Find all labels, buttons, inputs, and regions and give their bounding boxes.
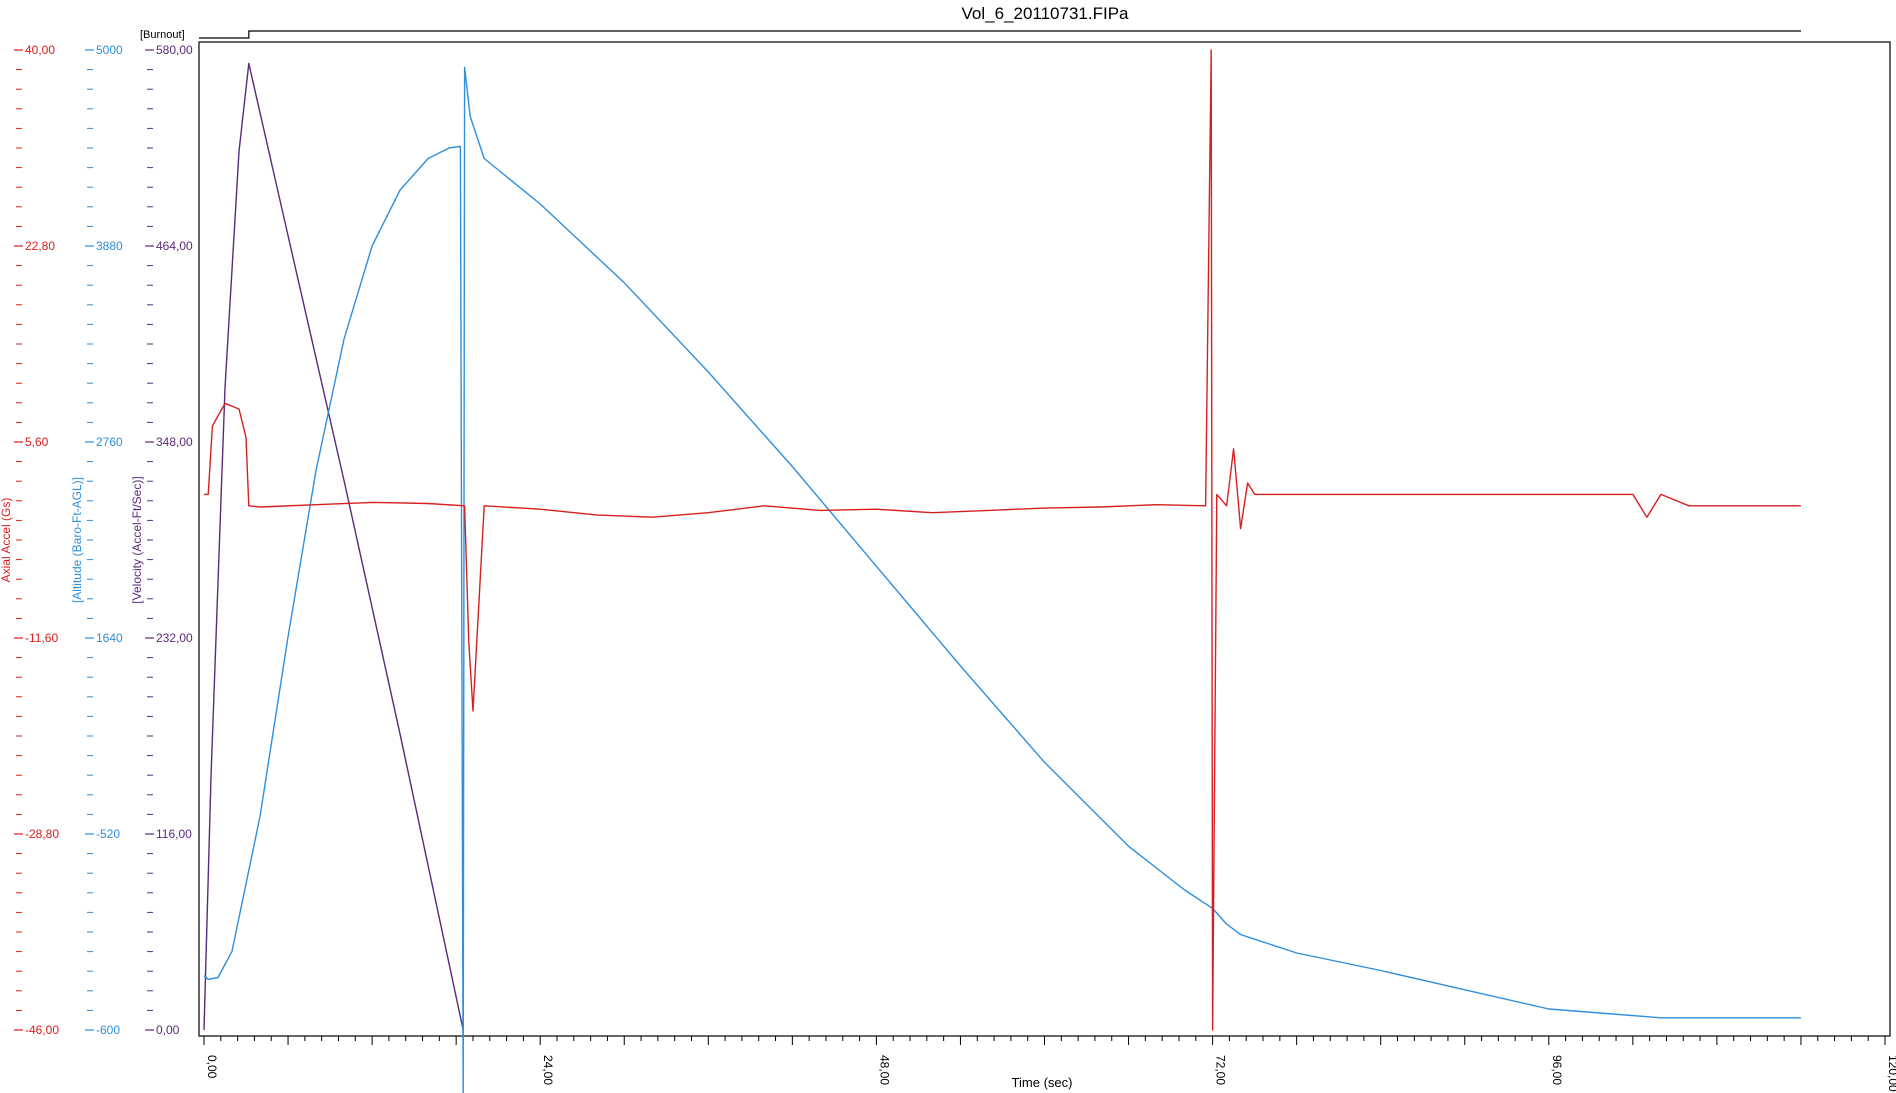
x-tick-label: 48,00 — [877, 1055, 891, 1085]
y-tick-label: 22,80 — [25, 239, 55, 253]
y-tick-label: 0,00 — [156, 1023, 180, 1037]
y-axis-label: [Velocity (Accel-Ft/Sec)] — [130, 476, 144, 603]
y-tick-label: 116,00 — [156, 827, 192, 841]
y-tick-label: 232,00 — [156, 631, 193, 645]
y-tick-label: 3880 — [96, 239, 123, 253]
series-line-alt — [203, 66, 1801, 1093]
x-axis-label: Time (sec) — [1012, 1075, 1073, 1090]
y-tick-label: 348,00 — [156, 435, 193, 449]
x-tick-label: 120,00 — [1886, 1055, 1896, 1092]
y-axis-label: Axial Accel (Gs) — [0, 498, 13, 583]
event-marker-label: [Burnout] — [140, 29, 185, 41]
y-tick-label: 1640 — [96, 631, 123, 645]
y-tick-label: -46,00 — [25, 1023, 59, 1037]
plot-frame — [198, 41, 1891, 1037]
y-tick-label: -28,80 — [25, 827, 59, 841]
y-tick-label: 580,00 — [156, 43, 193, 57]
x-tick-label: 72,00 — [1214, 1055, 1228, 1085]
y-axis-vel: 580,00 464,00 348,00 232,00 116,00 0,00 [Veloc… — [130, 43, 193, 1037]
y-tick-label: 40,00 — [25, 43, 55, 57]
plot-area — [198, 41, 1891, 1037]
y-tick-label: -600 — [96, 1023, 120, 1037]
y-axes: 40,00 22,80 5,60 -11,60 -28,80 -46,00 Axial Ac… — [0, 43, 193, 1037]
x-tick-label: 24,00 — [541, 1055, 555, 1085]
y-tick-label: 464,00 — [156, 239, 193, 253]
y-axis-accel: 40,00 22,80 5,60 -11,60 -28,80 -46,00 Axial Ac… — [0, 43, 59, 1037]
y-tick-label: 2760 — [96, 435, 123, 449]
y-tick-label: 5,60 — [25, 435, 49, 449]
chart-title: Vol_6_20110731.FIPa — [962, 4, 1130, 23]
event-step-line — [199, 30, 1801, 39]
series-line-accel — [204, 49, 1801, 1031]
series-layer — [203, 49, 1801, 1093]
y-axis-label: [Altitude (Baro-Ft-AGL)] — [70, 477, 84, 603]
y-axis-alt: 5000 3880 2760 1640 -520 -600 [Altitude (Baro-… — [70, 43, 123, 1037]
y-tick-label: -11,60 — [25, 631, 58, 645]
x-axis: 0,00 24,00 48,00 72,00 96,00 120,00 — [203, 1036, 1896, 1092]
series-line-vel — [203, 62, 464, 1031]
x-tick-label: 0,00 — [205, 1055, 219, 1079]
y-tick-label: -520 — [96, 827, 120, 841]
y-tick-label: 5000 — [96, 43, 123, 57]
x-tick-label: 96,00 — [1550, 1055, 1564, 1085]
event-strip — [199, 30, 1801, 39]
